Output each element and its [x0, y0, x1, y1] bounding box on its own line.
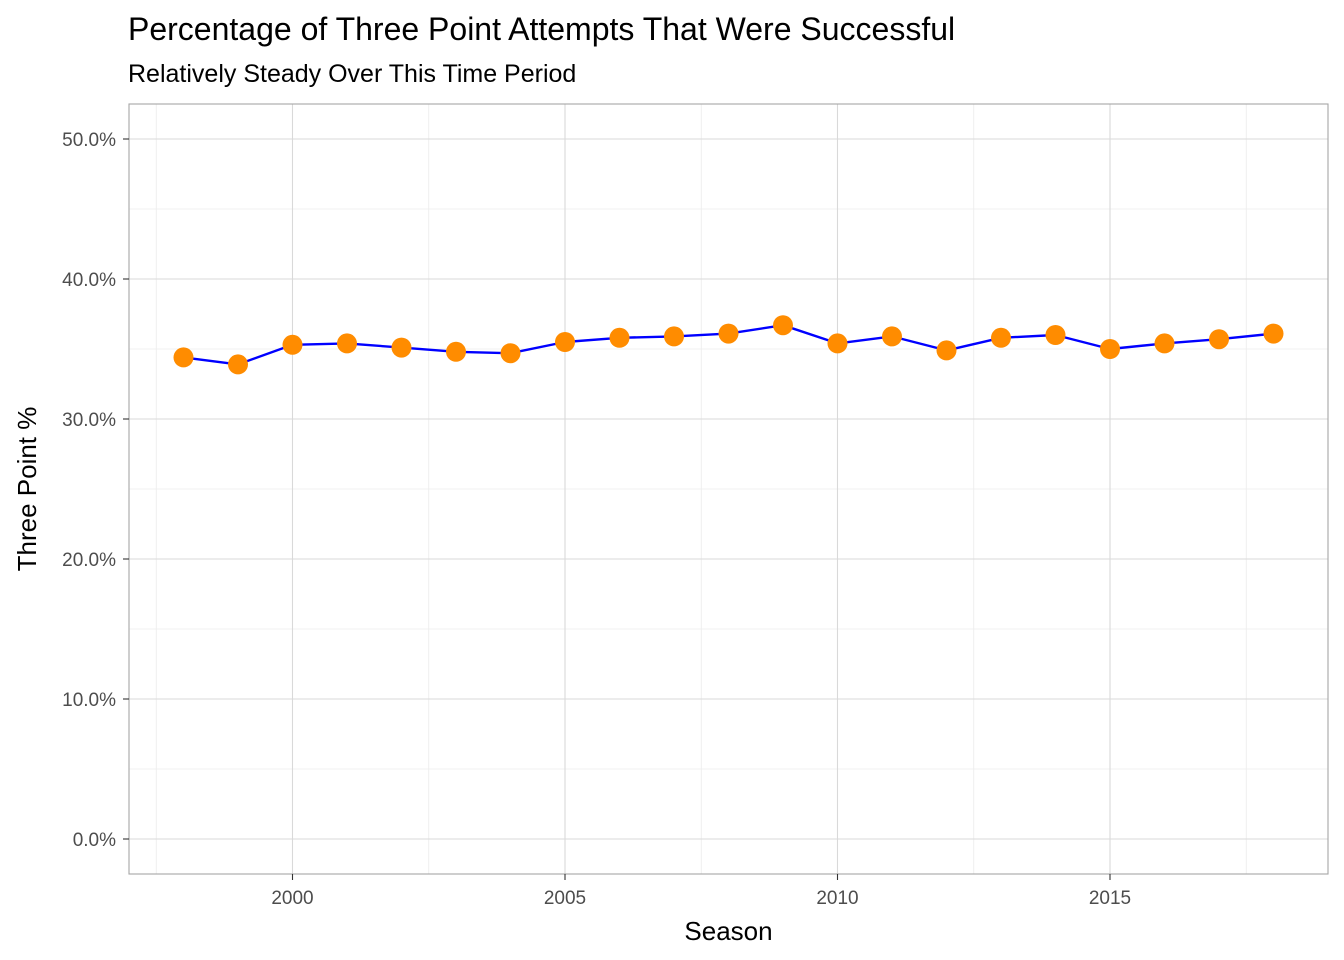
x-tick-label: 2015 [1089, 888, 1131, 909]
data-point [664, 326, 684, 347]
y-tick-label: 10.0% [62, 690, 116, 711]
x-axis-title: Season [684, 916, 772, 946]
chart-title: Percentage of Three Point Attempts That … [128, 11, 955, 47]
y-tick-label: 40.0% [62, 270, 116, 291]
data-point [391, 337, 412, 358]
data-point [827, 333, 848, 354]
data-point [500, 343, 521, 364]
data-point [446, 341, 466, 362]
data-point [282, 334, 303, 355]
data-point [1100, 339, 1120, 359]
data-point [609, 327, 630, 348]
data-point [882, 326, 902, 347]
data-point [555, 332, 575, 352]
data-points [173, 315, 1284, 375]
x-tick-label: 2000 [271, 888, 313, 909]
data-point [991, 327, 1011, 348]
gridlines [129, 104, 1328, 874]
plot-panel-border [128, 103, 1329, 875]
data-point [773, 315, 793, 336]
y-axis-title: Three Point % [12, 407, 42, 572]
data-point [718, 323, 739, 344]
x-axis-ticks: 2000 2005 2010 2015 [271, 874, 1131, 909]
data-point [337, 333, 357, 354]
y-tick-label: 20.0% [62, 550, 116, 571]
x-tick-label: 2010 [816, 888, 858, 909]
y-tick-label: 0.0% [73, 830, 116, 851]
y-tick-label: 30.0% [62, 410, 116, 431]
data-point [1045, 325, 1066, 345]
data-point [1154, 333, 1175, 354]
y-axis-ticks: 0.0% 10.0% 20.0% 30.0% 40.0% 50.0% [62, 130, 129, 851]
data-point [1209, 329, 1229, 350]
data-point [228, 354, 248, 375]
y-tick-label: 50.0% [62, 130, 116, 151]
data-point [1263, 323, 1284, 344]
data-point [936, 340, 957, 361]
x-tick-label: 2005 [544, 888, 586, 909]
chart-subtitle: Relatively Steady Over This Time Period [128, 60, 576, 88]
data-point [173, 347, 194, 368]
